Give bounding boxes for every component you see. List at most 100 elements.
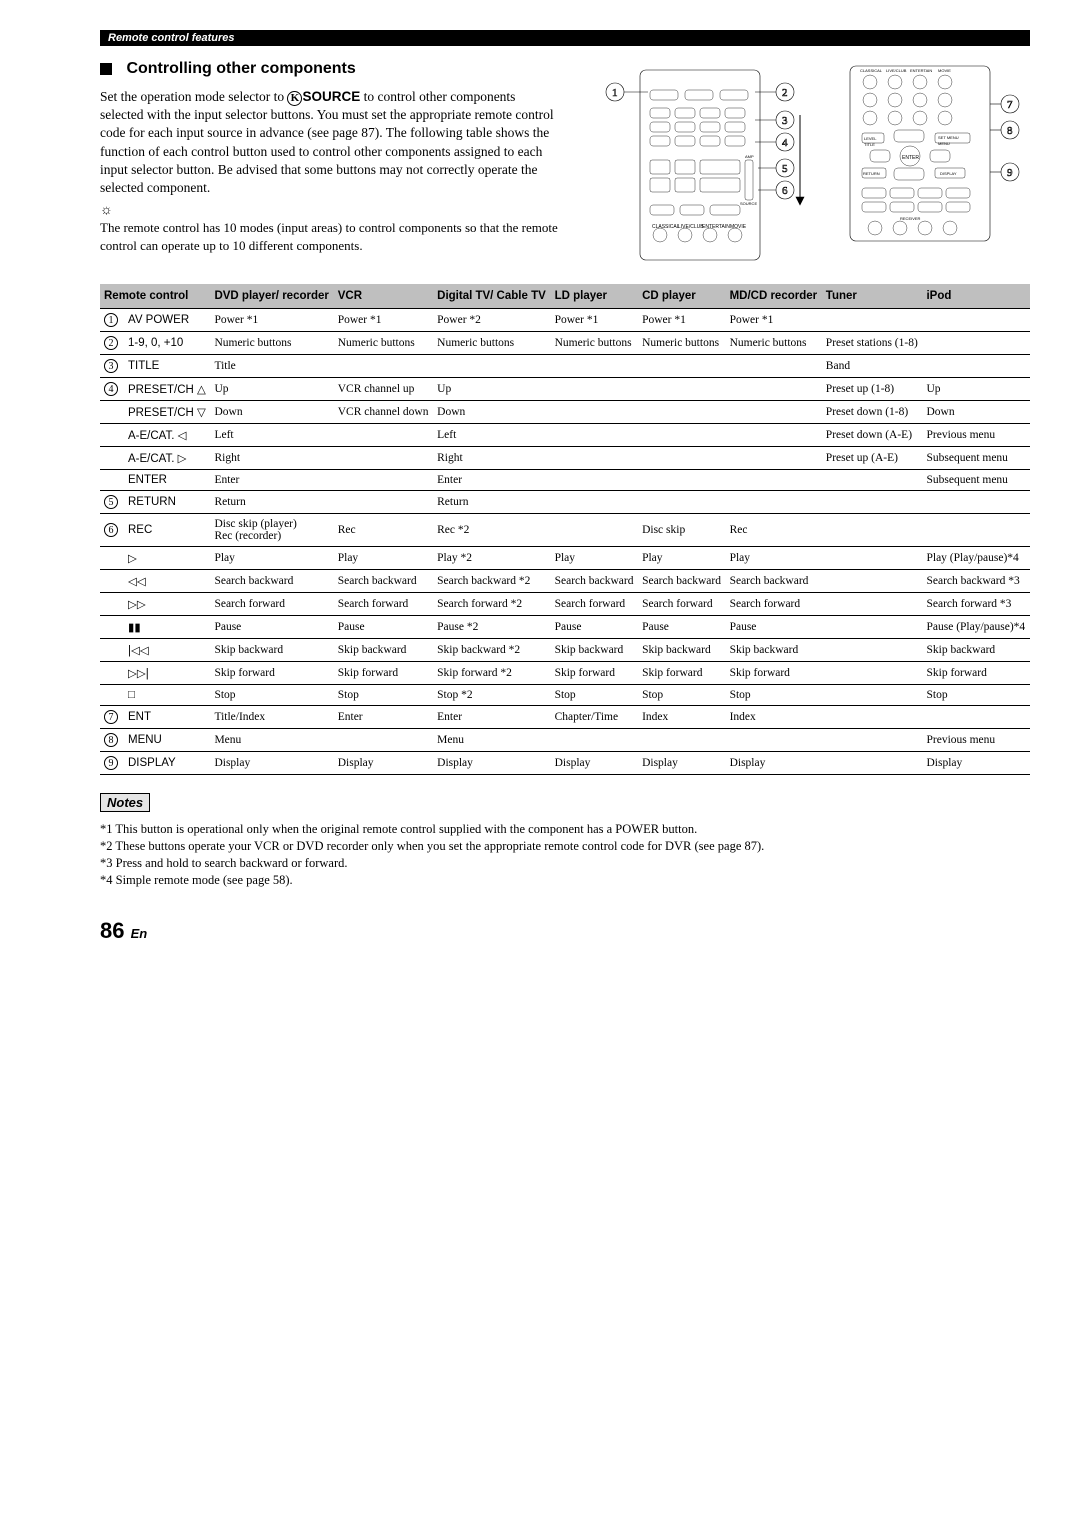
row-num bbox=[100, 685, 124, 706]
cell: Display bbox=[638, 752, 725, 775]
table-row: |◁◁Skip backwardSkip backwardSkip backwa… bbox=[100, 639, 1030, 662]
cell bbox=[551, 729, 638, 752]
cell: Numeric buttons bbox=[551, 332, 638, 355]
cell: Power *1 bbox=[551, 309, 638, 332]
row-num: 9 bbox=[100, 752, 124, 775]
cell bbox=[334, 470, 433, 491]
svg-text:ENTERTAIN: ENTERTAIN bbox=[910, 68, 932, 73]
cell: Skip backward *2 bbox=[433, 639, 550, 662]
svg-text:DISPLAY: DISPLAY bbox=[940, 171, 957, 176]
row-label: ENTER bbox=[124, 470, 210, 491]
svg-text:7: 7 bbox=[1007, 99, 1013, 111]
cell: Skip forward bbox=[726, 662, 822, 685]
intro-paragraph: Set the operation mode selector to KSOUR… bbox=[100, 88, 560, 197]
table-row: ENTEREnterEnterSubsequent menu bbox=[100, 470, 1030, 491]
cell bbox=[822, 685, 923, 706]
col-header: CD player bbox=[638, 284, 725, 309]
cell bbox=[726, 491, 822, 514]
cell: Numeric buttons bbox=[334, 332, 433, 355]
cell: Pause bbox=[334, 616, 433, 639]
cell: Display bbox=[334, 752, 433, 775]
note-line: *1 This button is operational only when … bbox=[100, 822, 1030, 837]
table-row: ▷PlayPlayPlay *2PlayPlayPlayPlay (Play/p… bbox=[100, 547, 1030, 570]
table-row: □StopStopStop *2StopStopStopStop bbox=[100, 685, 1030, 706]
cell: Numeric buttons bbox=[210, 332, 333, 355]
table-row: A-E/CAT. ◁LeftLeftPreset down (A-E)Previ… bbox=[100, 424, 1030, 447]
col-header: LD player bbox=[551, 284, 638, 309]
table-row: 1AV POWERPower *1Power *1Power *2Power *… bbox=[100, 309, 1030, 332]
cell: Title bbox=[210, 355, 333, 378]
table-row: ▷▷|Skip forwardSkip forwardSkip forward … bbox=[100, 662, 1030, 685]
cell: Previous menu bbox=[922, 729, 1030, 752]
col-header: Digital TV/ Cable TV bbox=[433, 284, 550, 309]
svg-text:AMP: AMP bbox=[745, 154, 754, 159]
notes-heading: Notes bbox=[100, 793, 150, 812]
hint-icon: ☼ bbox=[100, 203, 560, 219]
cell bbox=[822, 662, 923, 685]
row-label: A-E/CAT. ▷ bbox=[124, 447, 210, 470]
cell: Left bbox=[210, 424, 333, 447]
cell bbox=[822, 309, 923, 332]
cell: Search forward bbox=[638, 593, 725, 616]
col-header: Tuner bbox=[822, 284, 923, 309]
cell: Down bbox=[922, 401, 1030, 424]
cell: Left bbox=[433, 424, 550, 447]
svg-text:RECEIVER: RECEIVER bbox=[900, 216, 921, 221]
table-row: 5RETURNReturnReturn bbox=[100, 491, 1030, 514]
table-row: 6RECDisc skip (player) Rec (recorder)Rec… bbox=[100, 514, 1030, 547]
svg-text:CLASSICAL: CLASSICAL bbox=[652, 224, 680, 230]
cell: Skip forward *2 bbox=[433, 662, 550, 685]
cell: VCR channel down bbox=[334, 401, 433, 424]
cell: Numeric buttons bbox=[726, 332, 822, 355]
cell bbox=[638, 424, 725, 447]
cell bbox=[551, 514, 638, 547]
cell: Pause bbox=[638, 616, 725, 639]
cell: Down bbox=[433, 401, 550, 424]
cell: Pause *2 bbox=[433, 616, 550, 639]
svg-text:SOURCE: SOURCE bbox=[740, 201, 757, 206]
note-line: *3 Press and hold to search backward or … bbox=[100, 856, 1030, 871]
row-label: PRESET/CH △ bbox=[124, 378, 210, 401]
cell: Menu bbox=[210, 729, 333, 752]
row-label: ▷ bbox=[124, 547, 210, 570]
cell: Rec bbox=[334, 514, 433, 547]
cell bbox=[922, 514, 1030, 547]
cell: Stop bbox=[210, 685, 333, 706]
notes-list: *1 This button is operational only when … bbox=[100, 822, 1030, 888]
cell bbox=[822, 547, 923, 570]
cell: Stop *2 bbox=[433, 685, 550, 706]
row-label: |◁◁ bbox=[124, 639, 210, 662]
cell: Skip forward bbox=[638, 662, 725, 685]
cell: Up bbox=[922, 378, 1030, 401]
cell: Stop bbox=[551, 685, 638, 706]
cell: Search backward bbox=[210, 570, 333, 593]
table-row: 21-9, 0, +10Numeric buttonsNumeric butto… bbox=[100, 332, 1030, 355]
table-row: 7ENTTitle/IndexEnterEnterChapter/TimeInd… bbox=[100, 706, 1030, 729]
cell: Search forward bbox=[726, 593, 822, 616]
svg-text:ENTERTAIN: ENTERTAIN bbox=[702, 224, 730, 230]
svg-text:TITLE: TITLE bbox=[864, 142, 875, 147]
cell: Up bbox=[210, 378, 333, 401]
row-label: □ bbox=[124, 685, 210, 706]
col-header: VCR bbox=[334, 284, 433, 309]
remote-diagram: CLASSICAL LIVE/CLUB ENTERTAIN MOVIE AMP … bbox=[580, 60, 1030, 284]
cell: Skip backward bbox=[726, 639, 822, 662]
cell: Power *2 bbox=[433, 309, 550, 332]
row-label: MENU bbox=[124, 729, 210, 752]
cell bbox=[922, 491, 1030, 514]
cell: Menu bbox=[433, 729, 550, 752]
cell: Disc skip bbox=[638, 514, 725, 547]
row-label: RETURN bbox=[124, 491, 210, 514]
svg-text:8: 8 bbox=[1007, 125, 1013, 137]
cell: Search forward bbox=[210, 593, 333, 616]
row-num: 7 bbox=[100, 706, 124, 729]
svg-text:6: 6 bbox=[782, 185, 788, 197]
svg-text:MOVIE: MOVIE bbox=[730, 224, 747, 230]
row-label: ▷▷| bbox=[124, 662, 210, 685]
cell: Skip forward bbox=[334, 662, 433, 685]
cell: Skip backward bbox=[638, 639, 725, 662]
cell: Stop bbox=[726, 685, 822, 706]
cell bbox=[551, 470, 638, 491]
cell: Skip backward bbox=[334, 639, 433, 662]
cell: Preset stations (1-8) bbox=[822, 332, 923, 355]
